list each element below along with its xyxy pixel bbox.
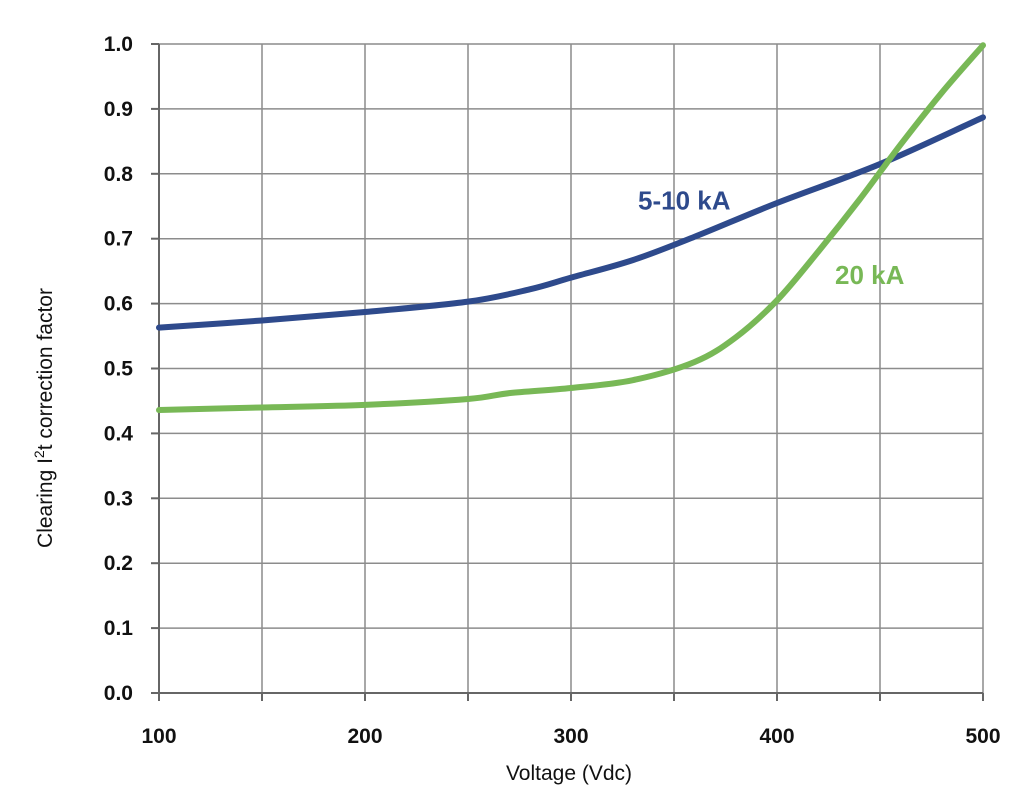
y-tick-label: 0.1 <box>104 617 134 640</box>
y-tick-label: 0.6 <box>104 293 133 316</box>
axes <box>151 43 984 701</box>
x-tick-label: 300 <box>553 725 588 748</box>
y-tick-label: 0.0 <box>104 682 133 705</box>
y-tick-label: 1.0 <box>104 33 133 56</box>
series-labels: 5-10 kA 20 kA <box>638 185 905 290</box>
x-tick-label: 100 <box>141 725 176 748</box>
y-tick-label: 0.9 <box>104 98 133 121</box>
y-axis-title-sup: 2 <box>31 450 47 458</box>
x-tick-label: 400 <box>759 725 794 748</box>
y-axis-title-main: Clearing I <box>34 458 57 548</box>
y-axis-title-tail: t correction factor <box>34 288 57 450</box>
y-tick-label: 0.8 <box>104 163 134 186</box>
x-tick-label: 500 <box>965 725 1000 748</box>
x-axis-title: Voltage (Vdc) <box>506 762 632 785</box>
series-line-0 <box>156 114 986 331</box>
y-tick-label: 0.4 <box>104 422 134 445</box>
y-tick-label: 0.7 <box>104 228 133 251</box>
y-tick-label: 0.2 <box>104 552 133 575</box>
x-tick-label: 200 <box>347 725 382 748</box>
series-lines <box>156 42 986 414</box>
tick-labels: 0.0 0.1 0.2 0.3 0.4 0.5 0.6 0.7 0.8 0.9 1.0 100 200 3… <box>104 33 1001 748</box>
series-label-0: 5-10 kA <box>638 185 731 215</box>
y-axis-title: Clearing I2t correction factor <box>31 288 57 548</box>
series-line-1 <box>156 42 986 414</box>
series-label-1: 20 kA <box>835 260 905 290</box>
grid <box>159 43 984 693</box>
y-tick-label: 0.3 <box>104 487 133 510</box>
y-tick-label: 0.5 <box>104 358 134 381</box>
